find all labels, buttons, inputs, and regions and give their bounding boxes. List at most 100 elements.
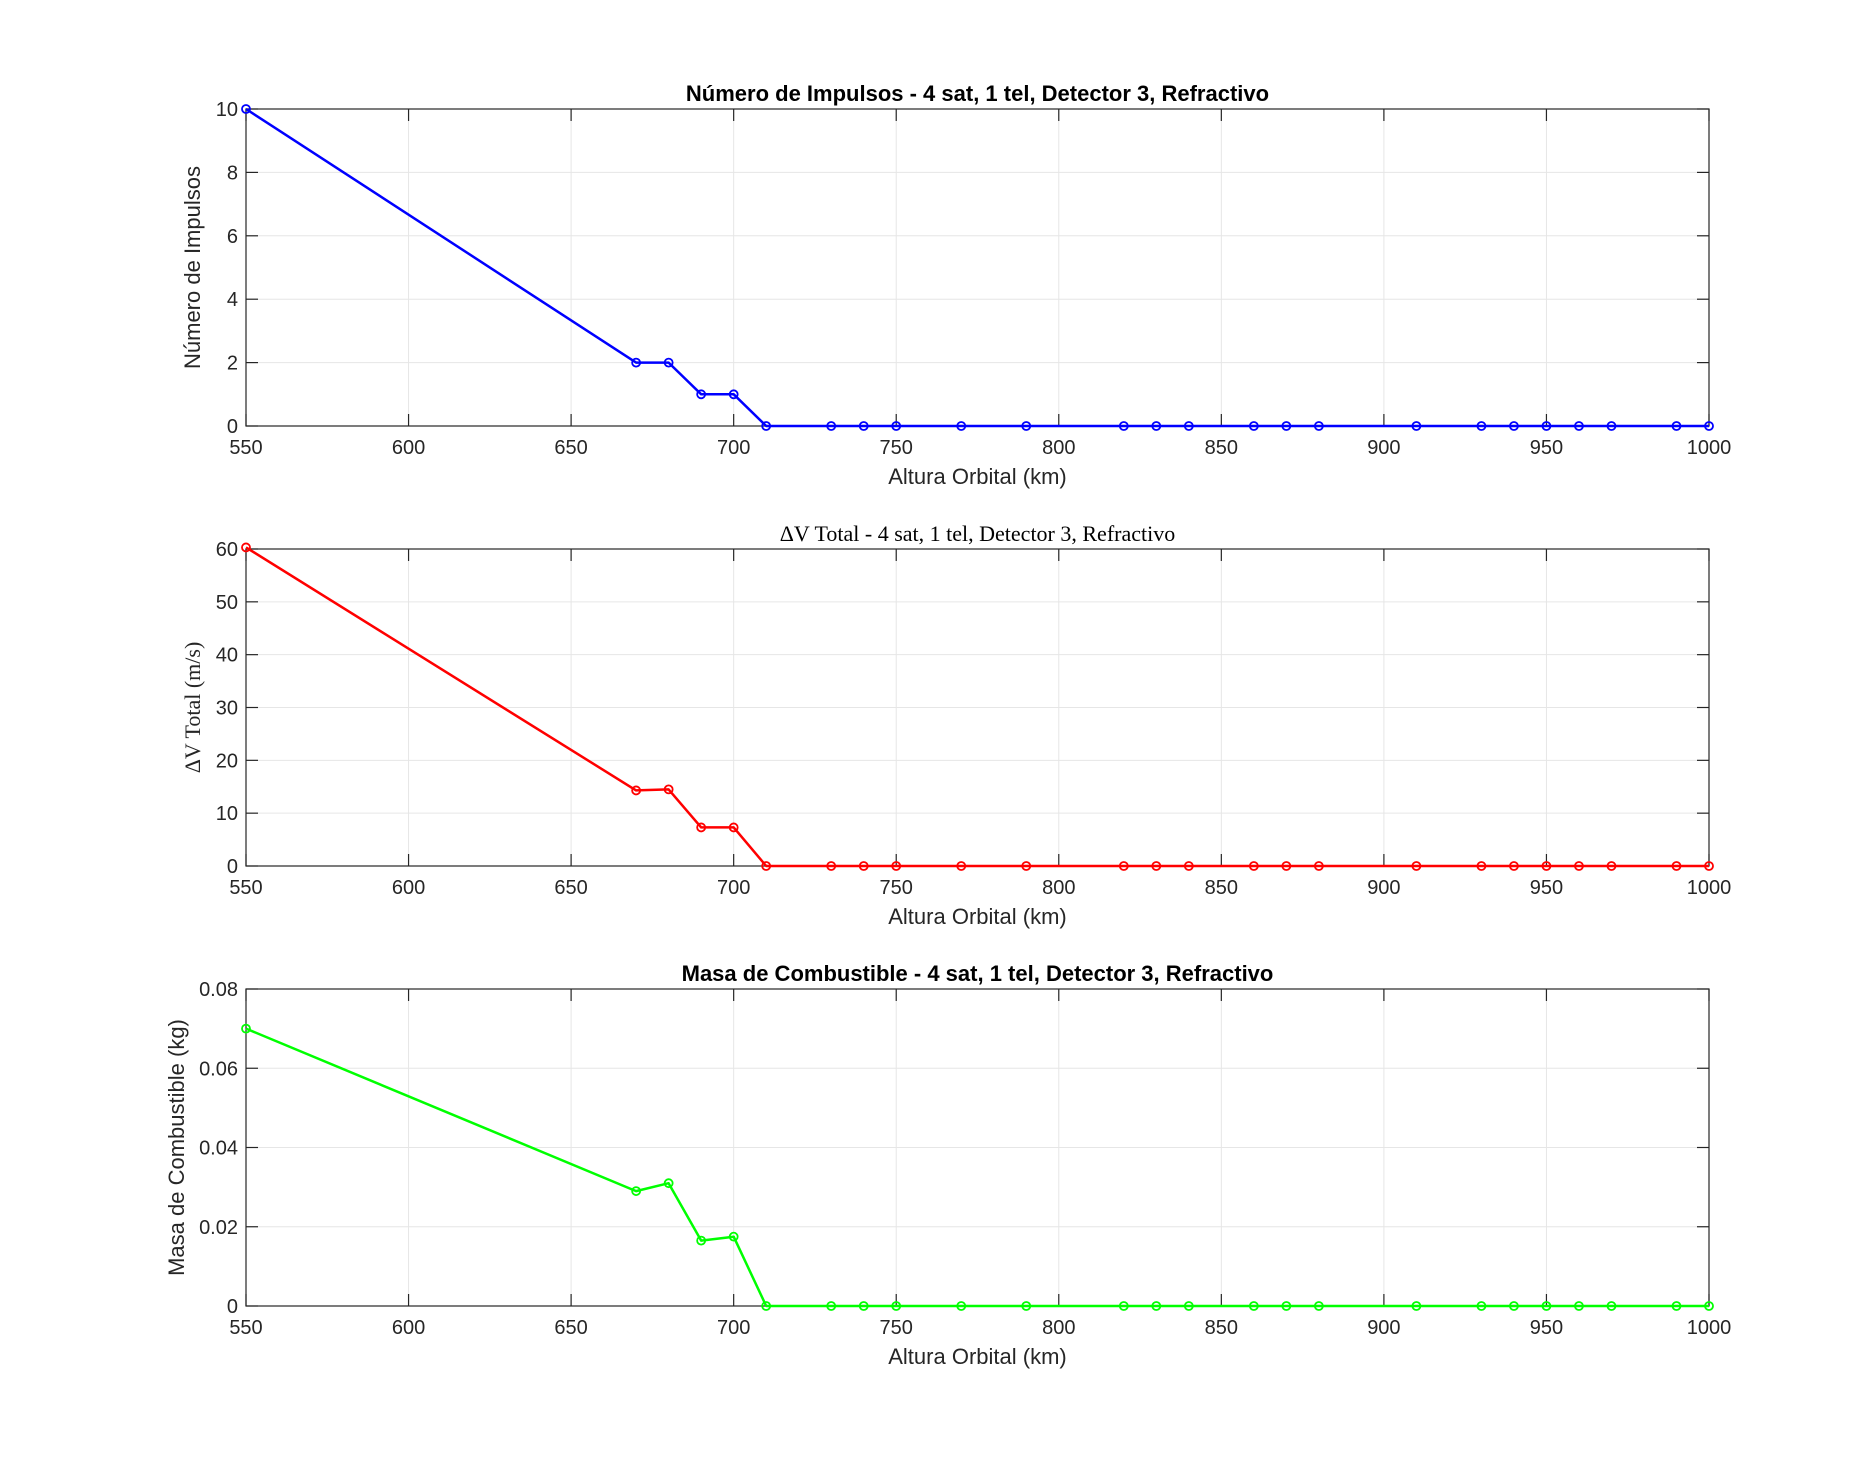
x-tick-label: 950 <box>1530 437 1563 459</box>
data-point <box>1248 1301 1259 1311</box>
x-tick-label: 900 <box>1367 1317 1400 1339</box>
data-point <box>956 1301 967 1311</box>
x-tick-label: 850 <box>1205 437 1238 459</box>
plot-title: Masa de Combustible - 4 sat, 1 tel, Dete… <box>682 961 1274 986</box>
y-tick-label: 4 <box>227 289 238 311</box>
data-point <box>1411 421 1422 431</box>
x-tick-label: 550 <box>229 877 262 899</box>
x-tick-label: 750 <box>880 437 913 459</box>
series-line <box>245 546 1709 868</box>
data-point <box>1541 861 1552 871</box>
series-line <box>245 107 1709 428</box>
data-point <box>761 421 772 431</box>
y-tick-label: 0 <box>227 856 238 878</box>
data-point <box>696 1235 707 1246</box>
x-axis-label: Altura Orbital (km) <box>888 1344 1066 1369</box>
y-tick-label: 30 <box>216 698 238 720</box>
data-point <box>1281 861 1292 871</box>
data-point <box>1671 421 1682 431</box>
data-point <box>826 861 837 871</box>
subplot-3: 550 600 650 700 750 800 850 900 950 1000 0 0.02 0.04… <box>164 961 1731 1369</box>
plot-title: Número de Impulsos - 4 sat, 1 tel, Detec… <box>686 81 1269 106</box>
x-tick-label: 1000 <box>1687 437 1732 459</box>
data-point <box>1574 421 1584 431</box>
x-tick-label: 950 <box>1530 877 1563 899</box>
data-point <box>891 421 902 431</box>
data-point <box>1574 1301 1584 1311</box>
y-tick-label: 40 <box>216 645 238 667</box>
x-tick-label: 800 <box>1042 437 1075 459</box>
data-point <box>241 542 251 553</box>
data-point <box>728 822 739 833</box>
data-point <box>1183 861 1194 871</box>
y-tick-label: 0.04 <box>199 1138 238 1160</box>
x-tick-label: 800 <box>1042 1317 1075 1339</box>
data-point <box>1704 861 1714 871</box>
x-tick-label: 600 <box>392 437 425 459</box>
x-tick-label: 650 <box>554 437 587 459</box>
data-point <box>1509 861 1519 871</box>
x-tick-label: 750 <box>880 1317 913 1339</box>
x-tick-label: 850 <box>1205 877 1238 899</box>
data-point <box>1509 1301 1519 1311</box>
data-point <box>1151 1301 1162 1311</box>
data-point <box>858 421 869 431</box>
data-point <box>1281 1301 1292 1311</box>
y-tick-label: 0.06 <box>199 1058 238 1080</box>
y-tick-label: 0 <box>227 416 238 438</box>
x-tick-label: 800 <box>1042 877 1075 899</box>
data-point <box>891 1301 902 1311</box>
data-point <box>826 1301 837 1311</box>
data-point <box>1704 1301 1714 1311</box>
y-tick-label: 8 <box>227 162 238 184</box>
data-point <box>696 389 707 400</box>
data-point <box>761 861 772 871</box>
data-point <box>663 357 674 368</box>
data-point <box>1183 421 1194 431</box>
tick-marks <box>245 988 1710 1307</box>
series-line <box>245 1027 1709 1308</box>
data-point <box>1183 1301 1194 1311</box>
series-markers <box>241 542 1714 871</box>
plot-area <box>246 109 1709 426</box>
x-tick-label: 650 <box>554 1317 587 1339</box>
series-markers <box>241 104 1714 431</box>
x-axis-label: Altura Orbital (km) <box>888 904 1066 929</box>
y-tick-label: 10 <box>216 803 238 825</box>
y-axis-label: Número de Impulsos <box>180 166 205 369</box>
x-tick-label: 700 <box>717 437 750 459</box>
data-point <box>663 784 674 795</box>
data-point <box>891 861 902 871</box>
data-point <box>241 1023 251 1034</box>
y-tick-label: 0.08 <box>199 979 238 1001</box>
data-point <box>1476 1301 1487 1311</box>
series-markers <box>241 1023 1714 1311</box>
data-point <box>631 785 642 796</box>
x-tick-label: 900 <box>1367 877 1400 899</box>
data-point <box>1021 1301 1032 1311</box>
y-tick-label: 50 <box>216 592 238 614</box>
data-point <box>1476 861 1487 871</box>
data-point <box>1704 421 1714 431</box>
x-tick-label: 700 <box>717 1317 750 1339</box>
x-tick-label: 1000 <box>1687 1317 1732 1339</box>
data-point <box>1476 421 1487 431</box>
data-point <box>1118 861 1129 871</box>
data-point <box>1151 421 1162 431</box>
x-tick-label: 550 <box>229 1317 262 1339</box>
y-tick-label: 0 <box>227 1296 238 1318</box>
x-tick-label: 850 <box>1205 1317 1238 1339</box>
x-tick-label: 550 <box>229 437 262 459</box>
tick-marks <box>245 548 1710 867</box>
data-point <box>1541 421 1552 431</box>
data-point <box>956 421 967 431</box>
x-tick-label: 700 <box>717 877 750 899</box>
data-point <box>1118 1301 1129 1311</box>
data-point <box>696 822 707 833</box>
x-tick-label: 1000 <box>1687 877 1732 899</box>
data-point <box>956 861 967 871</box>
x-tick-label: 950 <box>1530 1317 1563 1339</box>
y-axis-label: Masa de Combustible (kg) <box>164 1019 189 1276</box>
y-tick-label: 60 <box>216 539 238 561</box>
x-tick-label: 600 <box>392 877 425 899</box>
